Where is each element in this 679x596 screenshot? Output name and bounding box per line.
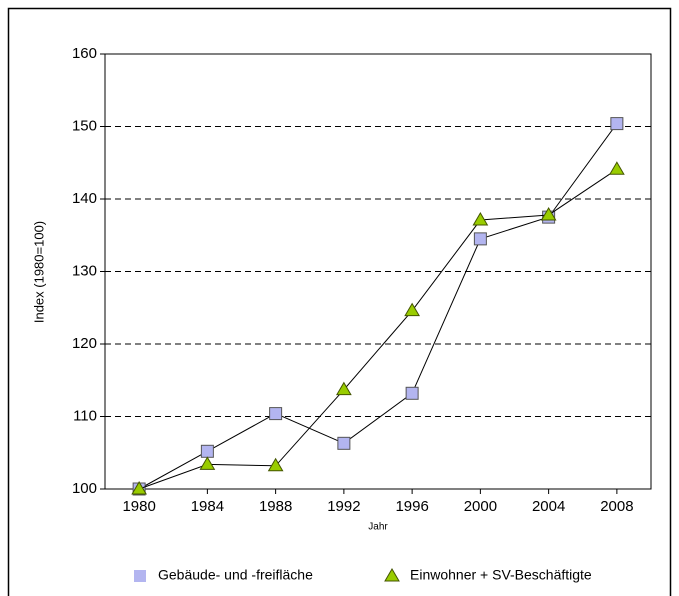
x-axis-label: Jahr bbox=[368, 522, 388, 533]
x-tick-label: 1996 bbox=[395, 498, 428, 515]
plot-area bbox=[104, 53, 652, 490]
square-marker bbox=[405, 386, 419, 400]
square-marker bbox=[200, 444, 214, 458]
triangle-marker bbox=[336, 381, 352, 396]
triangle-marker bbox=[267, 457, 284, 472]
frame bbox=[7, 7, 672, 596]
legend-label: Gebäude- und -freifläche bbox=[158, 567, 313, 583]
x-tick-label: 2008 bbox=[600, 498, 633, 515]
legend-label: Einwohner + SV-Beschäftigte bbox=[410, 567, 592, 583]
series-line bbox=[138, 168, 618, 490]
triangle-marker bbox=[609, 161, 625, 175]
triangle-marker bbox=[131, 481, 147, 495]
series-line bbox=[138, 123, 618, 490]
triangle-marker bbox=[540, 206, 557, 221]
square-marker bbox=[134, 570, 146, 582]
y-tick-label: 140 bbox=[72, 190, 97, 207]
square-marker bbox=[337, 436, 351, 450]
x-tick-label: 1992 bbox=[327, 498, 360, 515]
y-tick-label: 110 bbox=[73, 407, 97, 424]
y-tick-label: 120 bbox=[72, 335, 97, 352]
x-tick-label: 1984 bbox=[191, 498, 224, 515]
square-marker bbox=[269, 407, 283, 421]
y-tick-label: 160 bbox=[72, 45, 97, 62]
y-tick-label: 130 bbox=[72, 262, 97, 279]
y-axis-label: Index (1980=100) bbox=[31, 221, 46, 323]
triangle-marker bbox=[404, 302, 420, 317]
x-tick-label: 2004 bbox=[532, 498, 565, 515]
triangle-marker bbox=[384, 568, 400, 582]
triangle-marker bbox=[472, 212, 489, 226]
x-tick-label: 1980 bbox=[122, 498, 155, 515]
x-tick-label: 2000 bbox=[464, 498, 497, 515]
y-tick-label: 150 bbox=[72, 117, 97, 134]
square-marker bbox=[473, 232, 487, 246]
x-tick-label: 1988 bbox=[259, 498, 292, 515]
y-tick-label: 100 bbox=[72, 480, 97, 497]
square-marker bbox=[610, 117, 624, 131]
triangle-marker bbox=[199, 456, 216, 470]
